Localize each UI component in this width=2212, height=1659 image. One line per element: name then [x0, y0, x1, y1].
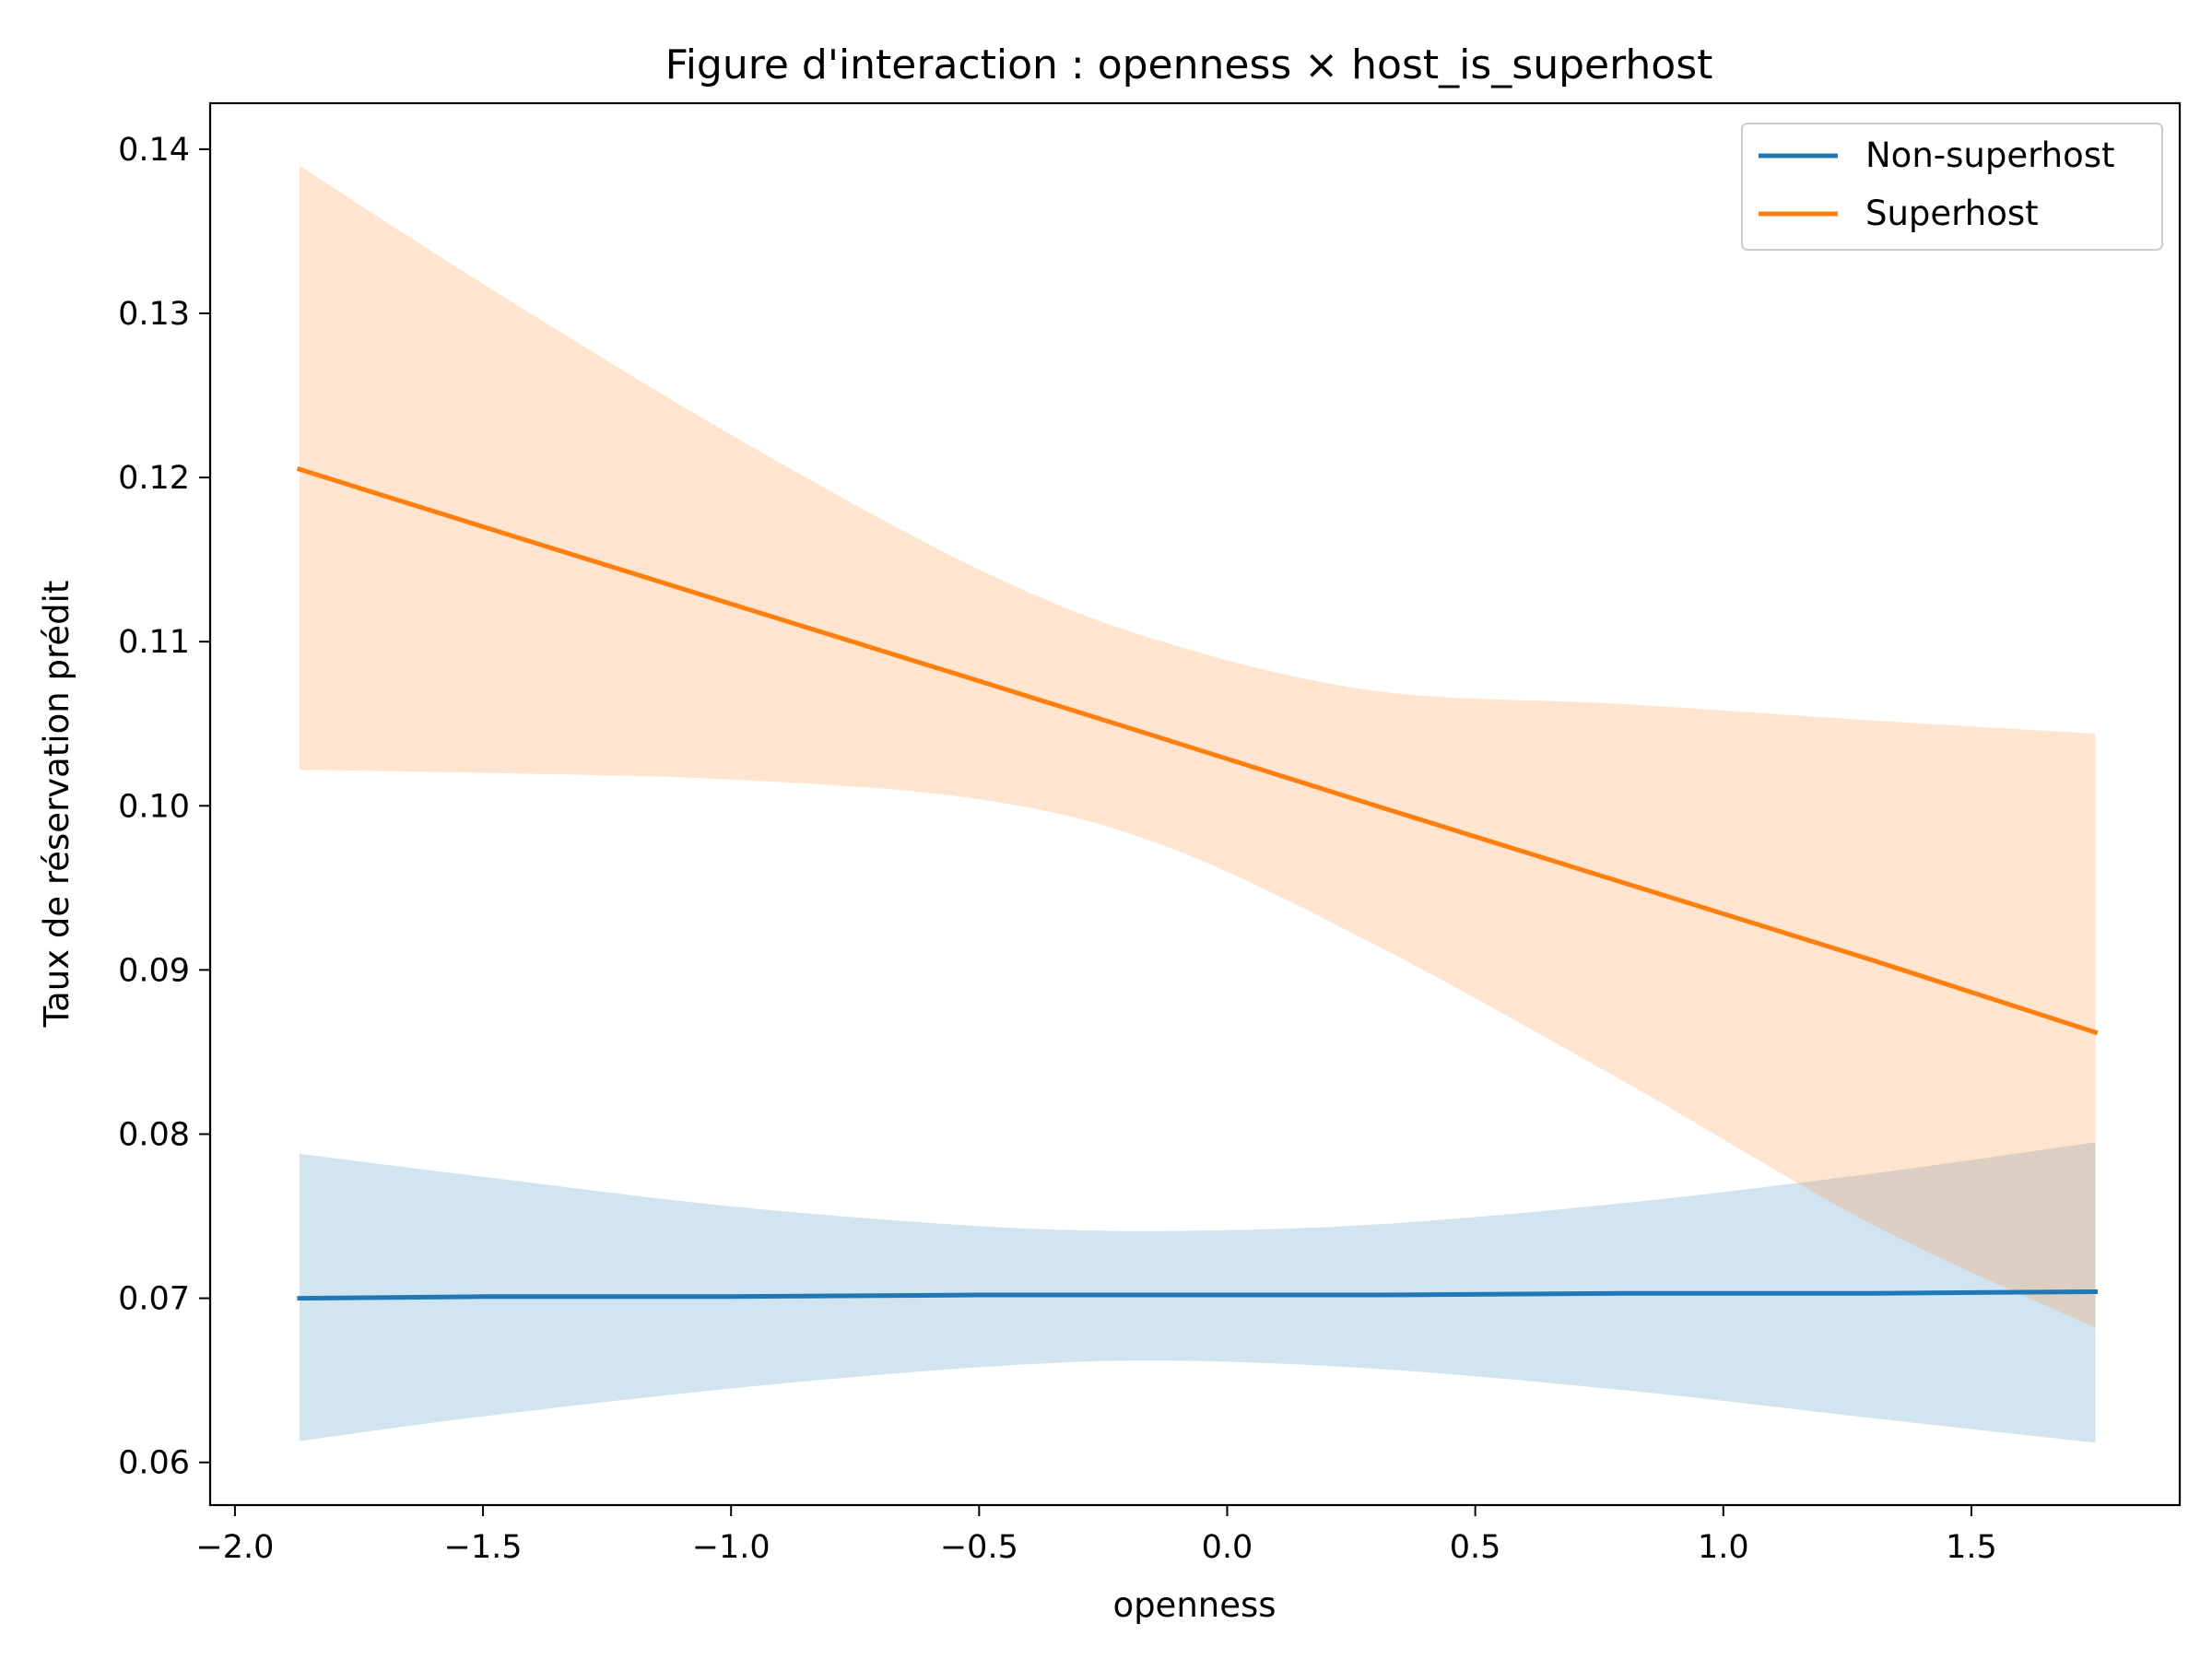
x-axis-label: openness — [1112, 1585, 1276, 1625]
y-tick-label: 0.12 — [118, 460, 190, 497]
legend-box — [1741, 123, 2163, 251]
y-tick-label: 0.06 — [118, 1445, 190, 1482]
x-tick-label: 0.5 — [1450, 1529, 1501, 1566]
x-tick-label: 1.0 — [1698, 1529, 1749, 1566]
series-line-superhost — [296, 466, 2099, 1036]
y-tick-label: 0.09 — [118, 952, 190, 989]
legend-label-non-superhost: Non-superhost — [1865, 135, 2115, 175]
series-line-non-superhost — [297, 1288, 2099, 1301]
series-lines — [296, 466, 2099, 1301]
confidence-bands — [299, 165, 2096, 1443]
y-axis-ticks: 0.06 0.07 0.08 0.09 0.10 0.11 0.12 0.13 0.14 — [118, 132, 210, 1482]
y-tick-label: 0.13 — [118, 296, 190, 333]
plot-frame — [208, 101, 2182, 1507]
ci-band-non-superhost — [299, 1142, 2096, 1443]
x-tick-label: −0.5 — [940, 1529, 1018, 1566]
x-tick-label: −2.0 — [195, 1529, 274, 1566]
y-tick-label: 0.10 — [118, 788, 190, 825]
y-tick-label: 0.14 — [118, 132, 190, 169]
x-tick-label: −1.0 — [692, 1529, 771, 1566]
ci-band-superhost — [299, 165, 2096, 1328]
y-tick-label: 0.08 — [118, 1116, 190, 1153]
x-tick-label: 1.5 — [1946, 1529, 1997, 1566]
y-tick-label: 0.11 — [118, 624, 190, 661]
x-axis-ticks: −2.0 −1.5 −1.0 −0.5 0.0 0.5 1.0 1.5 — [195, 1505, 1997, 1566]
y-tick-label: 0.07 — [118, 1281, 190, 1318]
chart-title: Figure d'interaction : openness × host_i… — [665, 41, 1713, 88]
y-axis-label: Taux de réservation prédit — [37, 581, 76, 1029]
legend-label-superhost: Superhost — [1865, 194, 2039, 233]
x-tick-label: −1.5 — [444, 1529, 523, 1566]
x-tick-label: 0.0 — [1202, 1529, 1253, 1566]
legend: Non-superhost Superhost — [1741, 123, 2163, 251]
